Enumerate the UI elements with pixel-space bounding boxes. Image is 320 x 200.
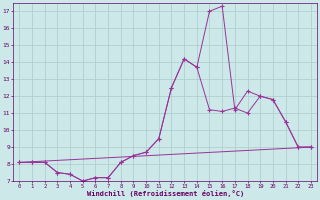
X-axis label: Windchill (Refroidissement éolien,°C): Windchill (Refroidissement éolien,°C) bbox=[86, 190, 244, 197]
